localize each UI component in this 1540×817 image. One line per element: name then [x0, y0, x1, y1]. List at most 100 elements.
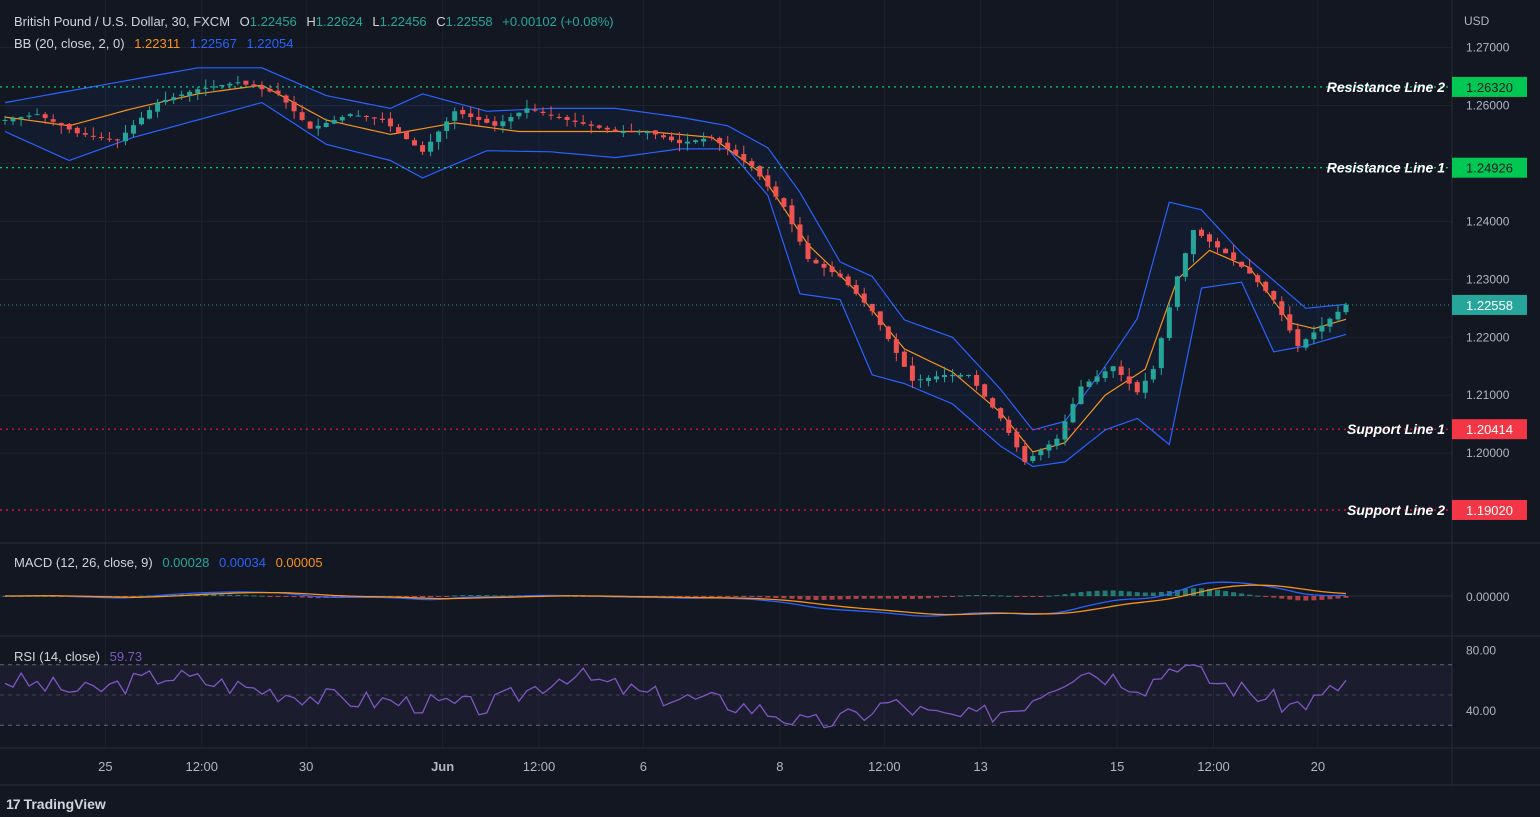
candle-body — [307, 121, 313, 129]
macd-histogram-bar — [1319, 596, 1325, 600]
candle-body — [428, 141, 434, 152]
high-label: H — [306, 14, 316, 29]
macd-line-value: 0.00034 — [218, 555, 266, 570]
macd-label[interactable]: MACD (12, 26, close, 9) — [14, 555, 153, 570]
candle-body — [893, 339, 899, 353]
macd-histogram-bar — [958, 595, 964, 597]
bb-legend: BB (20, close, 2, 0) 1.22311 1.22567 1.2… — [14, 36, 299, 51]
macd-histogram-bar — [492, 595, 498, 597]
macd-histogram-bar — [412, 596, 418, 598]
candle-body — [1319, 325, 1325, 332]
macd-histogram-bar — [1134, 592, 1140, 596]
candle-body — [701, 138, 707, 142]
candle-body — [917, 379, 923, 381]
price-tick-label: 1.20000 — [1466, 446, 1510, 460]
time-tick-label: 6 — [640, 759, 647, 774]
candle-body — [693, 140, 699, 142]
time-tick-label: 12:00 — [1197, 759, 1230, 774]
rsi-tick-label: 80.00 — [1466, 644, 1496, 658]
macd-histogram-bar — [122, 596, 128, 597]
close-value: 1.22558 — [445, 14, 493, 29]
macd-histogram-bar — [845, 596, 851, 600]
macd-histogram-bar — [1231, 592, 1237, 596]
macd-histogram-bar — [508, 595, 514, 597]
macd-histogram-bar — [861, 596, 867, 599]
time-axis[interactable]: 25 12:00 30 Jun 12:00 6 8 12:00 13 15 12:00 20 — [98, 759, 1325, 774]
macd-histogram-bar — [950, 596, 956, 597]
bb-label[interactable]: BB (20, close, 2, 0) — [14, 36, 125, 51]
rsi-label[interactable]: RSI (14, close) — [14, 649, 100, 664]
candle-body — [717, 137, 723, 144]
open-value: 1.22456 — [249, 14, 297, 29]
macd-histogram-bar — [1142, 592, 1148, 596]
macd-histogram-bar — [942, 596, 948, 597]
macd-histogram-bar — [885, 596, 891, 599]
macd-histogram-bar — [933, 596, 939, 598]
price-axis[interactable]: 1.270001.260001.250001.240001.230001.220… — [1452, 41, 1527, 719]
support-label: Support Line 1 — [1347, 421, 1445, 437]
macd-histogram-bar — [1062, 594, 1068, 596]
candle-body — [492, 121, 498, 126]
candle-body — [620, 131, 626, 134]
candle-body — [1303, 339, 1309, 348]
candle-body — [139, 117, 145, 125]
macd-histogram-bar — [974, 594, 980, 596]
bollinger-bands — [4, 67, 1347, 468]
candle-body — [588, 124, 594, 126]
macd-histogram-bar — [1038, 596, 1044, 597]
macd-histogram-bar — [677, 596, 683, 597]
candle-body — [1102, 371, 1108, 379]
candle-body — [203, 87, 209, 89]
bb-basis-value: 1.22311 — [134, 36, 181, 51]
candle-body — [805, 243, 811, 260]
candle-body — [299, 112, 305, 120]
macd-histogram-bar — [219, 594, 225, 596]
macd-histogram-bar — [227, 594, 233, 596]
symbol-title[interactable]: British Pound / U.S. Dollar, 30, FXCM — [14, 14, 231, 29]
candle-body — [1166, 307, 1172, 338]
candle-body — [572, 120, 578, 122]
candle-body — [797, 224, 803, 242]
macd-histogram-bar — [717, 596, 723, 597]
candle-body — [1022, 446, 1028, 462]
macd-histogram-bar — [805, 596, 811, 600]
candle-body — [379, 118, 385, 120]
candle-body — [877, 311, 883, 326]
candle-body — [532, 109, 538, 111]
candle-body — [628, 131, 634, 133]
candle-body — [1110, 366, 1116, 372]
candle-body — [821, 263, 827, 268]
price-tick-label: 1.21000 — [1466, 388, 1510, 402]
candle-body — [500, 121, 506, 127]
macd-histogram-bar — [267, 596, 273, 597]
candle-body — [668, 136, 674, 141]
macd-histogram-bar — [139, 595, 145, 597]
candle-body — [1239, 261, 1245, 267]
candle-body — [677, 139, 683, 144]
rsi-pane — [0, 664, 1452, 729]
macd-histogram-bar — [1030, 596, 1036, 597]
macd-line — [5, 581, 1347, 617]
macd-histogram-bar — [893, 596, 899, 599]
macd-histogram-bar — [436, 596, 442, 597]
candle-body — [837, 273, 843, 277]
rsi-tick-label: 40.00 — [1466, 704, 1496, 718]
support-price-tag — [1452, 419, 1527, 440]
macd-histogram-bar — [1255, 595, 1261, 597]
candle-body — [331, 119, 337, 124]
candle-body — [267, 88, 273, 92]
macd-histogram-bar — [1046, 595, 1052, 597]
macd-histogram-bar — [909, 596, 915, 599]
macd-histogram-bar — [781, 596, 787, 599]
macd-histogram-bar — [709, 596, 715, 597]
macd-histogram-bar — [283, 596, 289, 597]
candle-body — [1223, 248, 1229, 254]
candle-body — [845, 276, 851, 286]
macd-histogram-bar — [1126, 591, 1132, 596]
macd-tick-label: 0.00000 — [1466, 590, 1510, 604]
low-label: L — [372, 14, 380, 29]
time-tick-label: 15 — [1110, 759, 1124, 774]
tradingview-brand[interactable]: 17 TradingView — [6, 796, 106, 812]
macd-histogram-bar — [1311, 596, 1317, 601]
